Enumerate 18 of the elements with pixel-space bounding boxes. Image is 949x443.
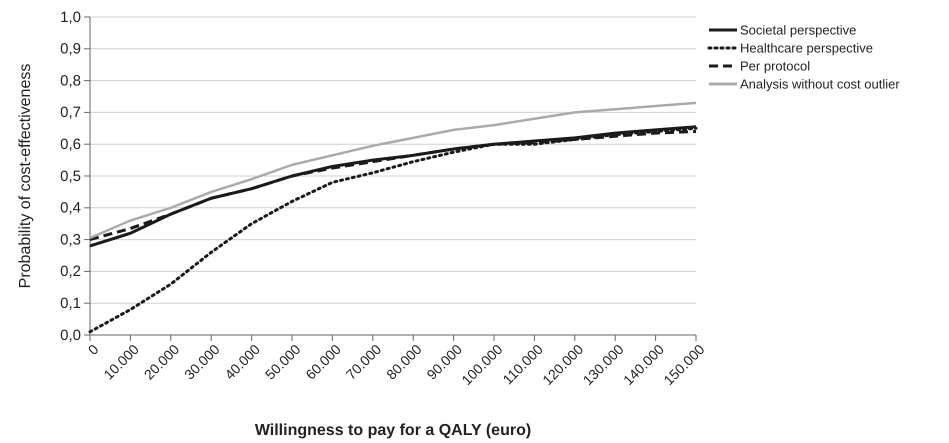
legend-label: Healthcare perspective — [740, 40, 873, 56]
legend-label: Analysis without cost outlier — [740, 76, 900, 92]
y-tick-label: 0,7 — [60, 104, 81, 122]
y-axis-title: Probability of cost-effectiveness — [17, 64, 34, 288]
legend-label: Societal perspective — [740, 22, 856, 38]
y-tick-label: 0,4 — [60, 200, 81, 217]
y-tick-label: 0,2 — [60, 263, 81, 280]
y-tick-label: 0,5 — [60, 168, 81, 185]
legend-label: Per protocol — [740, 58, 810, 74]
y-tick-label: 0,6 — [60, 136, 81, 153]
y-tick-label: 0,8 — [60, 72, 81, 90]
y-tick-label: 0,0 — [60, 326, 81, 344]
y-tick-label: 0,9 — [60, 40, 81, 58]
y-tick-label: 0,3 — [60, 231, 81, 248]
x-tick-label: 0 — [84, 340, 102, 358]
y-tick-label: 1,0 — [60, 8, 81, 26]
x-axis-title: Willingness to pay for a QALY (euro) — [254, 422, 532, 439]
y-tick-label: 0,1 — [60, 295, 81, 312]
